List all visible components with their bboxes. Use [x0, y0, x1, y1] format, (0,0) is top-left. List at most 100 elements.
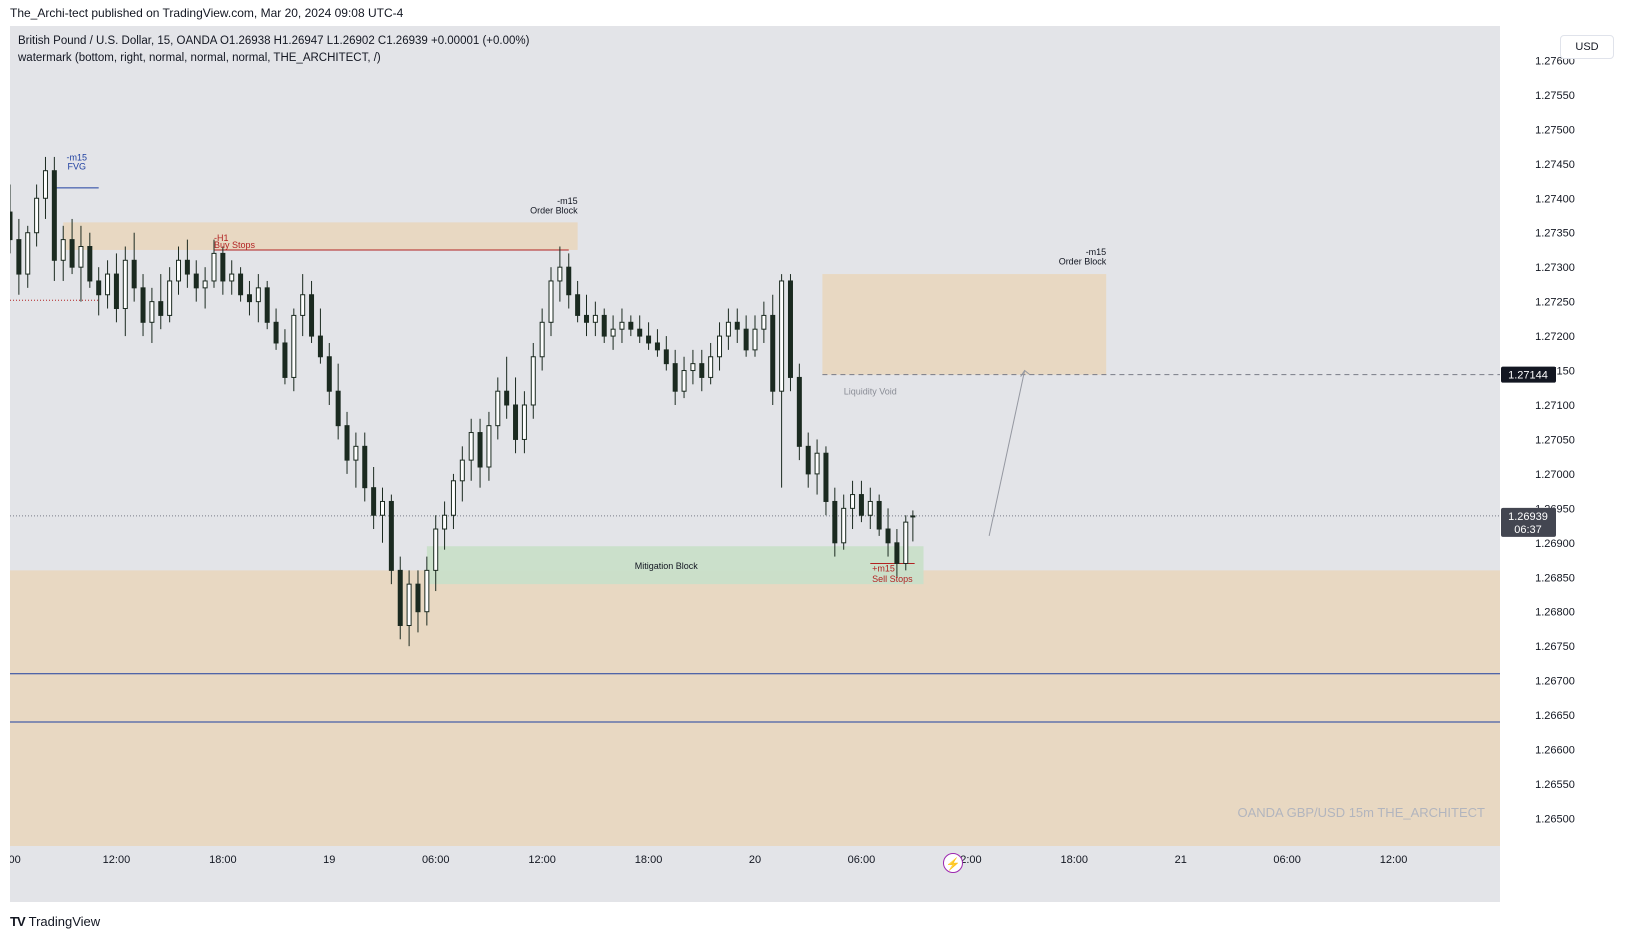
candle-body — [344, 425, 350, 461]
candle-body — [193, 273, 199, 289]
time-tick-label: 06:00 — [1273, 854, 1301, 866]
zone-h1-buy-side — [63, 222, 578, 250]
candle-body — [282, 342, 288, 378]
candle-body — [291, 314, 297, 378]
liquidity-void-label: Liquidity Void — [844, 387, 897, 397]
candle-body — [690, 363, 696, 372]
candle-body — [300, 294, 306, 316]
candle-body — [539, 321, 545, 358]
zone-order-block — [822, 274, 1107, 375]
candle-body — [450, 480, 456, 516]
ob1-label: Order Block — [530, 205, 578, 215]
candle-body — [575, 294, 581, 316]
currency-button[interactable]: USD — [1560, 35, 1614, 59]
candle-body — [96, 280, 102, 296]
candle-body — [468, 432, 474, 461]
tradingview-logo-icon: TV — [10, 914, 26, 929]
candle-body — [770, 314, 776, 392]
tradingview-brand[interactable]: TV TradingView — [10, 914, 100, 929]
candle-body — [867, 500, 873, 516]
price-tick-label: 1.27300 — [1535, 262, 1575, 274]
indicator-legend[interactable]: watermark (bottom, right, normal, normal… — [18, 52, 381, 64]
candle-body — [442, 514, 448, 530]
candle-body — [131, 259, 137, 289]
candle-body — [220, 252, 226, 282]
candle-body — [246, 294, 252, 303]
price-tick-label: 1.26850 — [1535, 572, 1575, 584]
time-tick-label: 18:00 — [635, 854, 663, 866]
price-tick-label: 1.26500 — [1535, 813, 1575, 825]
lightning-bolt-icon[interactable]: ⚡ — [943, 853, 963, 873]
candle-body — [388, 500, 394, 571]
candle-body — [787, 280, 793, 378]
candle-body — [317, 335, 323, 358]
candle-body — [149, 301, 155, 323]
candle-body — [628, 321, 634, 330]
time-tick-label: 06:00 — [848, 854, 876, 866]
zone-mitigation-block — [426, 546, 924, 585]
candle-body — [424, 569, 430, 613]
chart-frame[interactable]: -m15 FVG -H1 Buy Stops -m15 Order Block -m15 Or… — [10, 26, 1615, 902]
candle-body — [832, 500, 838, 544]
candle-body — [725, 321, 731, 337]
symbol-legend[interactable]: British Pound / U.S. Dollar, 15, OANDA O… — [18, 35, 530, 47]
candle-body — [743, 328, 749, 351]
candle-body — [876, 500, 882, 530]
candle-body — [504, 390, 510, 406]
candle-body — [105, 273, 111, 296]
candle-body — [167, 280, 173, 316]
zone-discount — [10, 570, 1500, 846]
candle-body — [238, 273, 244, 296]
last-price-label: 1.26939 — [1508, 511, 1548, 523]
candle-body — [761, 314, 767, 330]
price-tick-label: 1.26600 — [1535, 745, 1575, 757]
candle-body — [681, 370, 687, 392]
candle-body — [10, 211, 13, 241]
candle-body — [752, 328, 758, 351]
price-tick-label: 1.27450 — [1535, 159, 1575, 171]
candle-body — [521, 404, 527, 440]
candle-body — [557, 266, 563, 282]
candle-body — [646, 335, 652, 344]
candle-body — [814, 452, 820, 475]
time-tick-label: 21 — [1175, 854, 1187, 866]
last-price-badge — [1501, 507, 1556, 537]
time-tick-label: 19 — [323, 854, 335, 866]
price-tick-label: 1.27400 — [1535, 193, 1575, 205]
projection-arrow-head — [1020, 369, 1030, 377]
candle-body — [42, 170, 48, 199]
ob2-tf-label: -m15 — [1086, 247, 1107, 257]
time-axis-background — [10, 846, 1500, 902]
candle-body — [513, 404, 519, 440]
candle-body — [601, 314, 607, 337]
candle-body — [309, 294, 315, 337]
candle-body — [708, 356, 714, 378]
time-tick-label: 12:00 — [103, 854, 131, 866]
price-tick-label: 1.26800 — [1535, 607, 1575, 619]
price-tick-label: 1.27500 — [1535, 124, 1575, 136]
candle-body — [335, 390, 341, 427]
candle-body — [406, 583, 412, 626]
candle-body — [362, 445, 368, 489]
candle-body — [158, 301, 164, 316]
candle-body — [619, 321, 625, 330]
candle-body — [34, 197, 40, 234]
candle-body — [397, 569, 403, 626]
candle-body — [477, 432, 483, 468]
candle-body — [51, 170, 57, 261]
candle-body — [78, 246, 84, 268]
candle-body — [326, 356, 332, 392]
candle-body — [610, 328, 616, 337]
candle-body — [229, 273, 235, 282]
candle-body — [858, 494, 864, 516]
price-tick-label: 1.26550 — [1535, 779, 1575, 791]
h1-tf-label: -H1 — [214, 233, 229, 243]
fvg-tf-label: -m15 — [67, 152, 88, 162]
buy-stops-label: Buy Stops — [214, 240, 256, 250]
candle-body — [255, 287, 261, 303]
candle-body — [548, 280, 554, 323]
candle-body — [371, 487, 377, 516]
candle-body — [823, 452, 829, 502]
price-tick-label: 1.27000 — [1535, 469, 1575, 481]
